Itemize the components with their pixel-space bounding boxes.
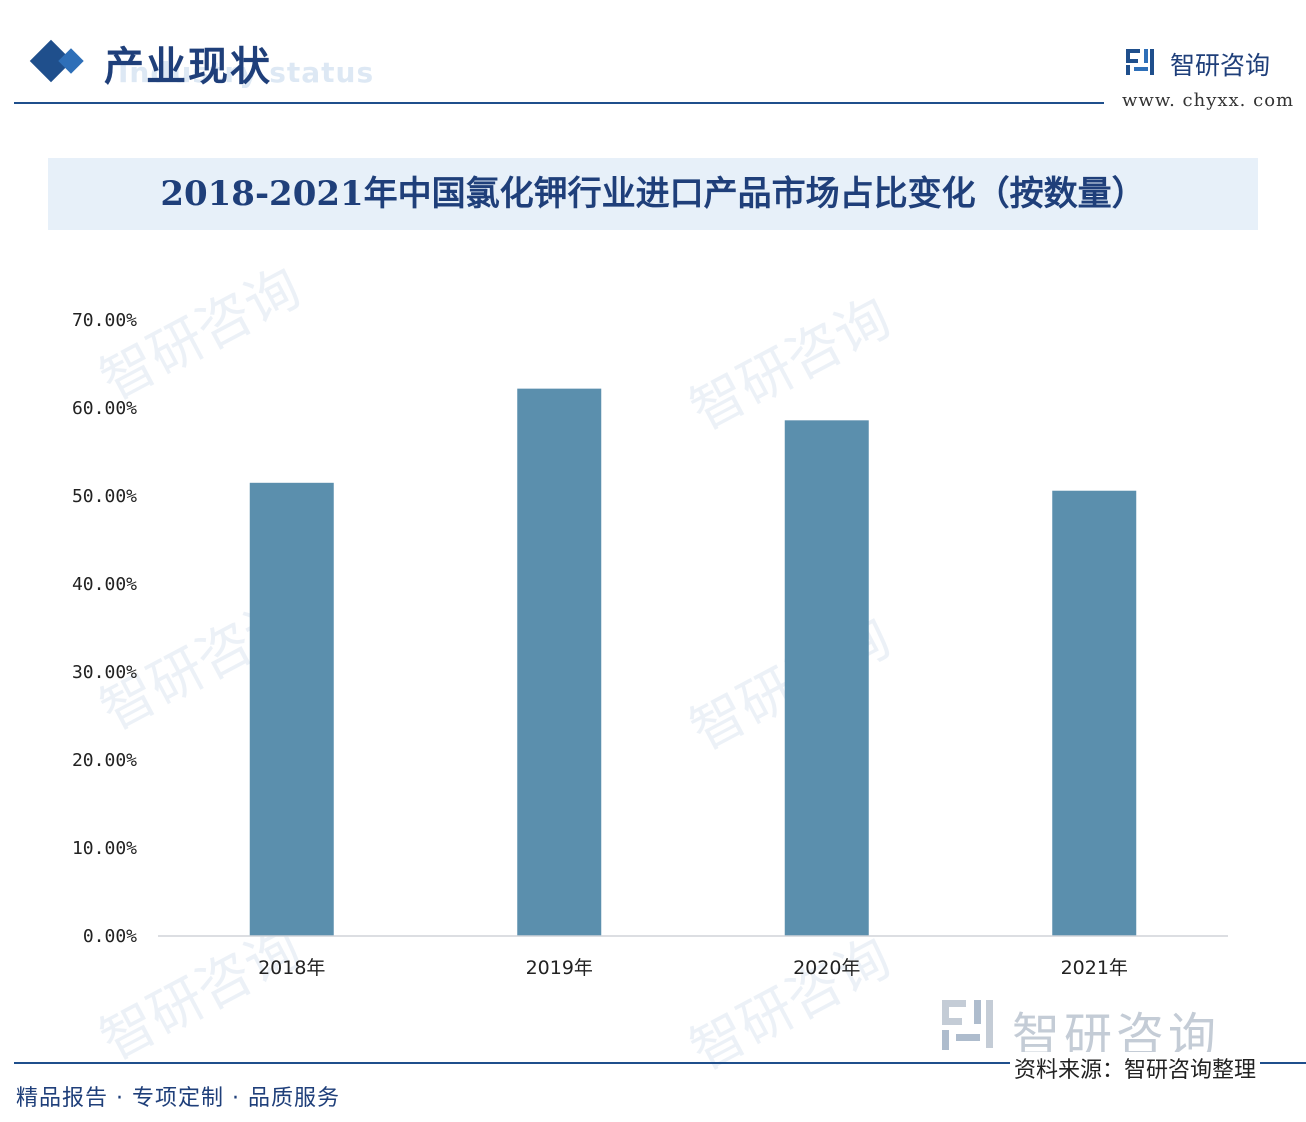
bar bbox=[1052, 490, 1137, 936]
section-title: 产业现状 bbox=[104, 43, 272, 90]
chart-title-band: 2018-2021年中国氯化钾行业进口产品市场占比变化（按数量） bbox=[48, 158, 1258, 230]
bar-chart: 0.00% 10.00% 20.00% 30.00% 40.00% 50.00% 60.00… bbox=[72, 310, 1228, 979]
x-tick-label: 2021年 bbox=[1061, 957, 1128, 979]
y-tick-label: 20.00% bbox=[72, 750, 137, 771]
footer-divider bbox=[14, 1062, 1306, 1064]
header-divider bbox=[14, 102, 1104, 104]
brand-logo-icon bbox=[1126, 49, 1154, 75]
brand-url: www. chyxx. com bbox=[1122, 90, 1295, 111]
bar bbox=[784, 420, 869, 936]
bars bbox=[249, 388, 1137, 936]
x-tick-label: 2019年 bbox=[526, 957, 593, 979]
bar bbox=[517, 388, 602, 936]
x-tick-label: 2020年 bbox=[793, 957, 860, 979]
footer-logo-icon bbox=[942, 1000, 993, 1050]
y-axis: 0.00% 10.00% 20.00% 30.00% 40.00% 50.00% 60.00… bbox=[72, 310, 137, 947]
y-tick-label: 30.00% bbox=[72, 662, 137, 683]
source-note: 资料来源：智研咨询整理 bbox=[1010, 1052, 1261, 1084]
footer-slogan: 精品报告 · 专项定制 · 品质服务 bbox=[16, 1086, 340, 1111]
y-tick-label: 70.00% bbox=[72, 310, 137, 331]
y-tick-label: 0.00% bbox=[83, 926, 137, 947]
brand-name: 智研咨询 bbox=[1170, 51, 1271, 80]
section-subtitle: Industry status bbox=[118, 56, 375, 89]
x-axis: 2018年 2019年 2020年 2021年 bbox=[158, 935, 1228, 979]
y-tick-label: 40.00% bbox=[72, 574, 137, 595]
y-tick-label: 50.00% bbox=[72, 486, 137, 507]
page-header: Industry status 产业现状 智研咨询 www. chyxx. co… bbox=[0, 0, 1306, 140]
y-tick-label: 10.00% bbox=[72, 838, 137, 859]
y-tick-label: 60.00% bbox=[72, 398, 137, 419]
chart-title: 2018-2021年中国氯化钾行业进口产品市场占比变化（按数量） bbox=[160, 174, 1146, 214]
bar bbox=[249, 482, 334, 936]
x-tick-label: 2018年 bbox=[258, 957, 325, 979]
